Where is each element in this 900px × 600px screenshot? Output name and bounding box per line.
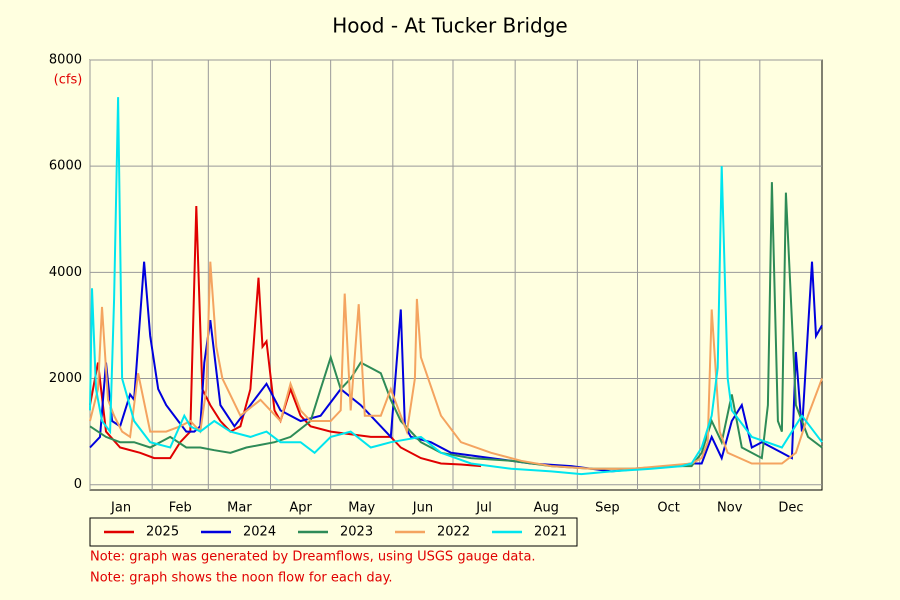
- y-tick-label: 2000: [49, 371, 82, 386]
- series-line: [89, 97, 823, 476]
- x-tick-label: Nov: [717, 501, 743, 516]
- x-tick-label: Jun: [412, 501, 433, 516]
- y-axis-label: (cfs): [54, 73, 83, 88]
- x-tick-label: Oct: [657, 501, 679, 516]
- x-tick-label: Apr: [289, 501, 312, 516]
- legend-label: 2024: [243, 525, 276, 540]
- x-tick-label: Jul: [475, 501, 492, 516]
- x-tick-label: May: [348, 501, 375, 516]
- note: Note: graph was generated by Dreamflows,…: [90, 550, 536, 565]
- series-line: [89, 261, 823, 470]
- y-tick-label: 4000: [49, 265, 82, 280]
- y-tick-label: 8000: [49, 53, 82, 68]
- y-tick-label: 0: [74, 477, 82, 492]
- x-tick-label: Sep: [595, 501, 620, 516]
- x-tick-label: Mar: [227, 501, 252, 516]
- y-tick-label: 6000: [49, 159, 82, 174]
- legend-label: 2023: [340, 525, 373, 540]
- legend-label: 2021: [534, 525, 567, 540]
- x-tick-label: Aug: [534, 501, 559, 516]
- x-tick-label: Jan: [110, 501, 131, 516]
- series-line: [89, 261, 823, 473]
- legend-label: 2025: [146, 525, 179, 540]
- note: Note: graph shows the noon flow for each…: [90, 571, 393, 586]
- x-tick-label: Feb: [169, 501, 192, 516]
- chart-title: Hood - At Tucker Bridge: [332, 14, 567, 38]
- series-line: [89, 205, 482, 468]
- legend-label: 2022: [437, 525, 470, 540]
- x-tick-label: Dec: [778, 501, 803, 516]
